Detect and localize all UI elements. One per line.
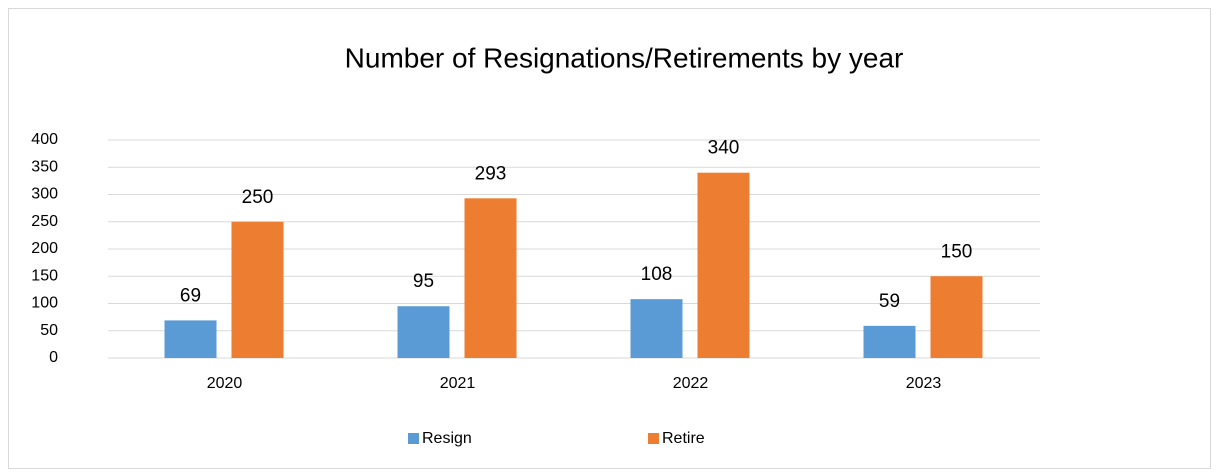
y-tick-label: 50 [40, 322, 58, 339]
y-tick-label: 400 [31, 131, 58, 148]
bar [863, 325, 916, 358]
y-tick-label: 350 [31, 158, 58, 175]
data-label: 340 [708, 138, 740, 159]
data-label: 250 [242, 187, 274, 208]
bar [231, 221, 284, 358]
data-label: 95 [413, 271, 434, 292]
data-label: 69 [180, 285, 201, 306]
bar [397, 306, 450, 358]
data-label: 150 [941, 241, 973, 262]
legend-label: Resign [422, 430, 472, 447]
y-tick-label: 100 [31, 295, 58, 312]
legend-swatch [408, 433, 419, 444]
y-tick-label: 150 [31, 267, 58, 284]
bar [930, 276, 983, 358]
bar [164, 320, 217, 358]
legend-label: Retire [662, 430, 705, 447]
y-tick-label: 250 [31, 213, 58, 230]
chart-frame [8, 8, 1211, 469]
x-tick-label: 2020 [207, 375, 243, 392]
x-tick-label: 2021 [440, 375, 476, 392]
y-tick-label: 300 [31, 186, 58, 203]
data-label: 108 [641, 264, 673, 285]
bar [630, 299, 683, 358]
legend-swatch [648, 433, 659, 444]
bar [464, 198, 517, 358]
x-tick-label: 2022 [673, 375, 709, 392]
chart-title: Number of Resignations/Retirements by ye… [345, 42, 904, 73]
data-label: 293 [475, 163, 507, 184]
y-tick-label: 200 [31, 240, 58, 257]
y-tick-label: 0 [49, 349, 58, 366]
bar [697, 172, 750, 358]
x-tick-label: 2023 [906, 375, 942, 392]
data-label: 59 [879, 291, 900, 312]
